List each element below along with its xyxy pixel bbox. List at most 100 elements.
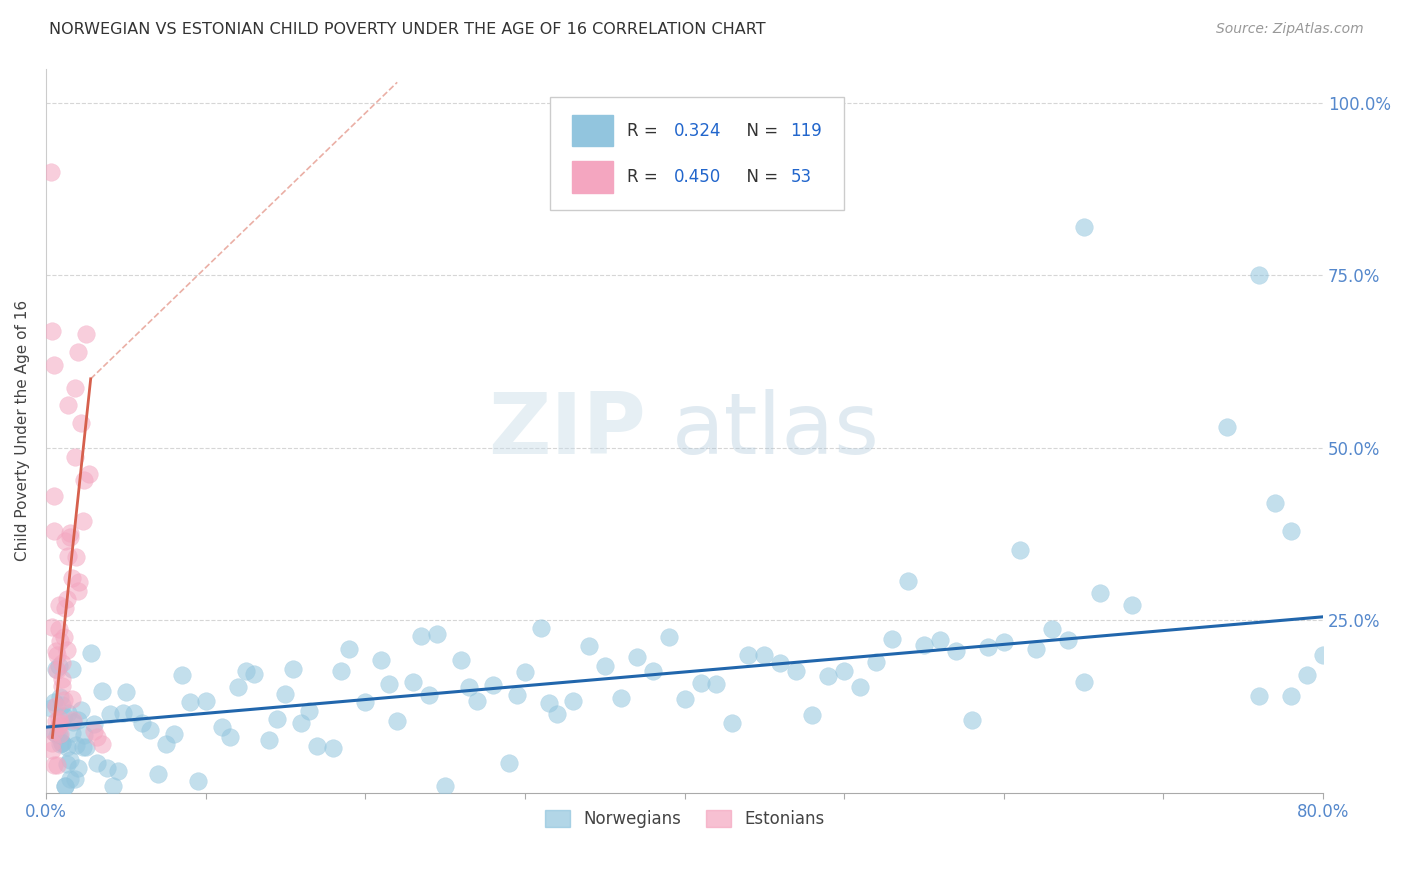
Point [69, 575, 91, 590]
Point [537, 697, 560, 711]
Point [46, 728, 69, 742]
Point [51, 672, 73, 686]
Point [242, 666, 264, 681]
Point [63, 381, 86, 395]
Text: R =: R = [627, 121, 664, 139]
Point [418, 689, 440, 703]
Point [218, 730, 240, 744]
Text: Source: ZipAtlas.com: Source: ZipAtlas.com [1216, 22, 1364, 37]
Point [60, 692, 83, 706]
Point [737, 648, 759, 663]
Point [434, 779, 457, 793]
Point [114, 685, 136, 699]
Point [59, 772, 82, 786]
Point [53, 779, 76, 793]
Point [55, 756, 77, 771]
Point [53, 779, 76, 793]
Point [1296, 668, 1319, 682]
Point [1312, 648, 1334, 662]
Point [530, 621, 553, 635]
Point [977, 640, 1000, 654]
Point [46, 648, 69, 662]
Point [52, 693, 75, 707]
Text: 119: 119 [790, 121, 823, 139]
Point [48, 659, 70, 673]
Point [51, 657, 73, 671]
Point [66, 713, 89, 727]
Point [1249, 689, 1271, 703]
Point [274, 687, 297, 701]
Point [83, 723, 105, 738]
Point [49, 634, 72, 648]
Point [266, 712, 288, 726]
Point [60, 726, 83, 740]
Point [58, 706, 80, 721]
Point [849, 680, 872, 694]
Point [45, 698, 67, 713]
FancyBboxPatch shape [551, 97, 844, 210]
Point [170, 668, 193, 682]
Point [298, 705, 321, 719]
Point [46, 663, 69, 677]
Point [945, 644, 967, 658]
Text: N =: N = [735, 121, 783, 139]
Point [226, 681, 249, 695]
Point [42, 725, 65, 739]
Point [1056, 633, 1078, 648]
Point [122, 706, 145, 720]
Point [1073, 220, 1095, 235]
Text: R =: R = [627, 168, 664, 186]
Point [58, 549, 80, 563]
Point [107, 764, 129, 779]
Point [90, 738, 112, 752]
Point [482, 678, 505, 692]
Point [354, 695, 377, 709]
Point [155, 737, 177, 751]
Point [385, 714, 408, 729]
Point [41, 736, 63, 750]
Legend: Norwegians, Estonians: Norwegians, Estonians [538, 804, 831, 835]
Point [98, 706, 121, 721]
Point [146, 766, 169, 780]
Point [673, 691, 696, 706]
Point [865, 655, 887, 669]
Bar [572, 114, 613, 146]
Point [1249, 268, 1271, 283]
Point [111, 706, 134, 720]
Point [163, 726, 186, 740]
Point [48, 622, 70, 636]
Point [45, 714, 67, 729]
Bar [572, 161, 613, 193]
Point [290, 716, 312, 731]
Point [70, 703, 93, 717]
Point [1040, 622, 1063, 636]
Point [48, 712, 70, 726]
Point [96, 761, 118, 775]
Point [51, 679, 73, 693]
Point [42, 758, 65, 772]
Point [60, 662, 83, 676]
Point [194, 694, 217, 708]
Point [458, 680, 481, 694]
Point [52, 709, 75, 723]
Point [53, 601, 76, 615]
Point [609, 690, 631, 705]
Point [897, 574, 920, 588]
Point [411, 629, 433, 643]
Point [66, 584, 89, 599]
Point [63, 450, 86, 464]
Point [55, 643, 77, 657]
Point [506, 688, 529, 702]
Point [235, 664, 257, 678]
Point [993, 635, 1015, 649]
Point [307, 739, 329, 753]
Point [46, 758, 69, 772]
Point [51, 736, 73, 750]
Point [48, 719, 70, 733]
Point [62, 714, 84, 728]
Point [785, 664, 807, 678]
Point [721, 716, 744, 731]
Point [1264, 496, 1286, 510]
Text: NORWEGIAN VS ESTONIAN CHILD POVERTY UNDER THE AGE OF 16 CORRELATION CHART: NORWEGIAN VS ESTONIAN CHILD POVERTY UNDE… [49, 22, 766, 37]
Point [66, 345, 89, 359]
